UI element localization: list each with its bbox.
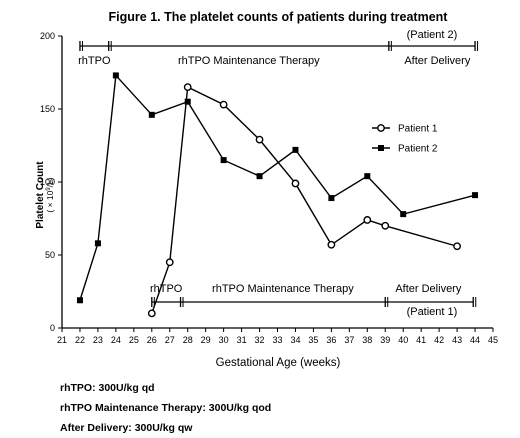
series-2 [76, 72, 479, 304]
data-point-circle [291, 179, 300, 188]
data-point-square [148, 111, 155, 118]
phase-patient-name: (Patient 1) [407, 306, 458, 318]
data-point-circle [183, 83, 192, 92]
x-tick-label: 43 [452, 335, 462, 345]
phase-label: rhTPO [150, 283, 183, 295]
data-series [76, 72, 479, 318]
data-point-circle [453, 242, 461, 251]
chart: Figure 1. The platelet counts of patient… [35, 10, 498, 369]
x-tick-label: 22 [75, 335, 85, 345]
x-tick-label: 41 [416, 335, 426, 345]
y-unit-suffix: /L) [45, 177, 55, 187]
data-point-square [184, 98, 191, 105]
data-point-square [472, 192, 479, 199]
data-point-square [94, 240, 101, 247]
data-point-circle [165, 258, 174, 267]
series-1 [147, 83, 461, 318]
chart-title: Figure 1. The platelet counts of patient… [109, 10, 449, 24]
x-tick-label: 27 [165, 335, 175, 345]
y-tick-label: 100 [40, 177, 55, 187]
series-line [151, 86, 458, 314]
x-tick-label: 21 [57, 335, 67, 345]
phase-label: After Delivery [404, 55, 471, 67]
x-tick-label: 32 [255, 335, 265, 345]
x-axis-label: Gestational Age (weeks) [216, 357, 341, 369]
x-tick-label: 35 [308, 335, 318, 345]
x-tick-label: 39 [380, 335, 390, 345]
x-tick-label: 34 [290, 335, 300, 345]
data-point-square [256, 173, 263, 180]
data-point-square [76, 297, 83, 304]
y-unit-exp: 9 [46, 187, 52, 191]
legend: Patient 1 Patient 2 [372, 124, 438, 155]
data-point-circle [381, 221, 390, 230]
x-tick-label: 33 [272, 335, 282, 345]
x-tick-label: 45 [488, 335, 498, 345]
legend-marker-square [378, 145, 384, 151]
phase-bar-patient-1: rhTPO rhTPO Maintenance Therapy After Deli… [150, 283, 477, 318]
data-point-square [328, 195, 335, 202]
legend-marker-circle [377, 124, 385, 132]
phase-label: rhTPO Maintenance Therapy [212, 283, 354, 295]
y-axis-unit: ( × 109/L) [45, 177, 55, 212]
y-tick-label: 0 [50, 323, 55, 333]
data-point-square [292, 146, 299, 153]
y-tick-label: 150 [40, 104, 55, 114]
data-point-square [112, 72, 119, 79]
y-tick-label: 50 [45, 250, 55, 260]
legend-label: Patient 1 [398, 124, 438, 135]
data-point-square [364, 173, 371, 180]
x-tick-label: 26 [147, 335, 157, 345]
x-tick-label: 29 [201, 335, 211, 345]
phase-label: After Delivery [395, 283, 462, 295]
axes: 21 22 23 24 25 26 27 28 29 30 31 32 33 34 35 36 37 38 39 40… [40, 31, 498, 345]
phase-patient-name: (Patient 2) [407, 29, 458, 41]
x-tick-label: 24 [111, 335, 121, 345]
treatment-phases: rhTPO rhTPO Maintenance Therapy After Deli… [78, 29, 479, 318]
phase-bar-patient-2: rhTPO rhTPO Maintenance Therapy After Deli… [78, 29, 479, 67]
x-tick-label: 31 [237, 335, 247, 345]
series-line [79, 73, 476, 301]
phase-label: rhTPO Maintenance Therapy [178, 55, 320, 67]
data-point-circle [147, 309, 156, 318]
y-tick-label: 200 [40, 31, 55, 41]
legend-item-1: Patient 1 [372, 124, 438, 135]
x-tick-label: 36 [326, 335, 336, 345]
x-tick-label: 30 [219, 335, 229, 345]
data-point-circle [327, 240, 336, 249]
x-tick-label: 40 [398, 335, 408, 345]
note-maintenance: rhTPO Maintenance Therapy: 300U/kg qod [60, 402, 272, 414]
y-axis-label: Platelet Count [35, 161, 46, 229]
phase-label: rhTPO [78, 55, 111, 67]
x-tick-label: 25 [129, 335, 139, 345]
x-tick-label: 28 [183, 335, 193, 345]
legend-item-2: Patient 2 [372, 144, 438, 155]
y-unit-prefix: ( × 10 [45, 190, 55, 212]
note-after-delivery: After Delivery: 300U/kg qw [60, 422, 193, 434]
data-point-square [220, 157, 227, 164]
x-tick-label: 23 [93, 335, 103, 345]
data-point-circle [363, 216, 372, 224]
x-tick-label: 44 [470, 335, 480, 345]
data-point-circle [255, 135, 264, 144]
x-tick-label: 37 [344, 335, 354, 345]
note-rhtpo: rhTPO: 300U/kg qd [60, 382, 155, 394]
data-point-circle [219, 100, 228, 109]
data-point-square [400, 211, 407, 218]
dosage-notes: rhTPO: 300U/kg qd rhTPO Maintenance Ther… [60, 378, 271, 438]
legend-label: Patient 2 [398, 144, 438, 155]
x-tick-label: 38 [362, 335, 372, 345]
x-tick-label: 42 [434, 335, 444, 345]
